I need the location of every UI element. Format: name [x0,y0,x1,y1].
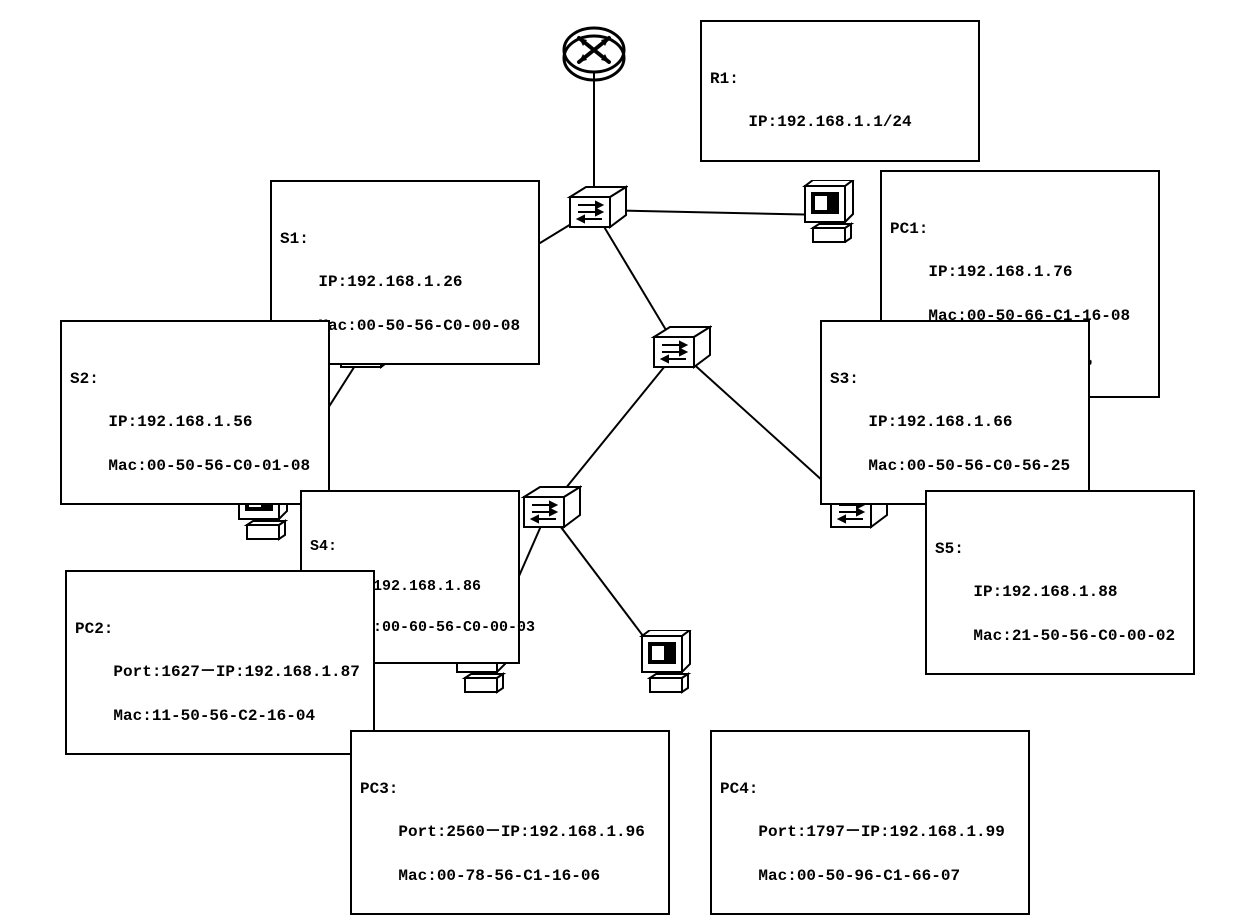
label-line: Mac:00-50-56-C0-00-08 [318,317,520,335]
label-title: PC1: [890,219,1150,241]
label-line: IP:192.168.1.56 [108,413,252,431]
label-line: IP:192.168.1.66 [868,413,1012,431]
label-line: Port:1627－IP:192.168.1.87 [113,663,359,681]
label-line: Mac:00-50-56-C0-56-25 [868,457,1070,475]
label-PC2: PC2: Port:1627－IP:192.168.1.87 Mac:11-50… [65,570,375,755]
label-line: Port:2560－IP:192.168.1.96 [398,823,644,841]
label-line: Mac:00-78-56-C1-16-06 [398,867,600,885]
label-line: Mac:00-50-56-C0-01-08 [108,457,310,475]
label-line: IP:192.168.1.26 [318,273,462,291]
switch-S3 [644,323,712,382]
label-line: IP:192.168.1.76 [928,263,1072,281]
label-title: S4: [310,537,510,557]
label-S3: S3: IP:192.168.1.66 Mac:00-50-56-C0-56-2… [820,320,1090,505]
label-line: Port:1797－IP:192.168.1.99 [758,823,1004,841]
label-line: IP:192.168.1.1/24 [748,113,911,131]
router-icon [561,20,627,86]
label-title: PC2: [75,619,365,641]
label-title: S3: [830,369,1080,391]
pc-icon [793,180,863,250]
pc-PC4 [630,630,700,705]
pc-icon [630,630,700,700]
switch-icon [560,183,628,237]
pc-PC1 [793,180,863,255]
switch-icon [514,483,582,537]
label-line: IP:192.168.1.88 [973,583,1117,601]
label-title: PC4: [720,779,1020,801]
switch-S1 [560,183,628,242]
label-R1: R1: IP:192.168.1.1/24 [700,20,980,162]
label-title: S2: [70,369,320,391]
router-R1 [561,20,627,91]
label-title: S1: [280,229,530,251]
label-title: PC3: [360,779,660,801]
label-S5: S5: IP:192.168.1.88 Mac:21-50-56-C0-00-0… [925,490,1195,675]
label-S2: S2: IP:192.168.1.56 Mac:00-50-56-C0-01-0… [60,320,330,505]
label-PC3: PC3: Port:2560－IP:192.168.1.96 Mac:00-78… [350,730,670,915]
switch-icon [644,323,712,377]
label-title: R1: [710,69,970,91]
label-PC4: PC4: Port:1797－IP:192.168.1.99 Mac:00-50… [710,730,1030,915]
label-title: S5: [935,539,1185,561]
switch-S4 [514,483,582,542]
network-diagram: R1: IP:192.168.1.1/24 S1: IP:192.168.1.2… [0,0,1240,824]
label-line: Mac:00-50-96-C1-66-07 [758,867,960,885]
label-line: Mac:11-50-56-C2-16-04 [113,707,315,725]
label-line: Mac:21-50-56-C0-00-02 [973,627,1175,645]
